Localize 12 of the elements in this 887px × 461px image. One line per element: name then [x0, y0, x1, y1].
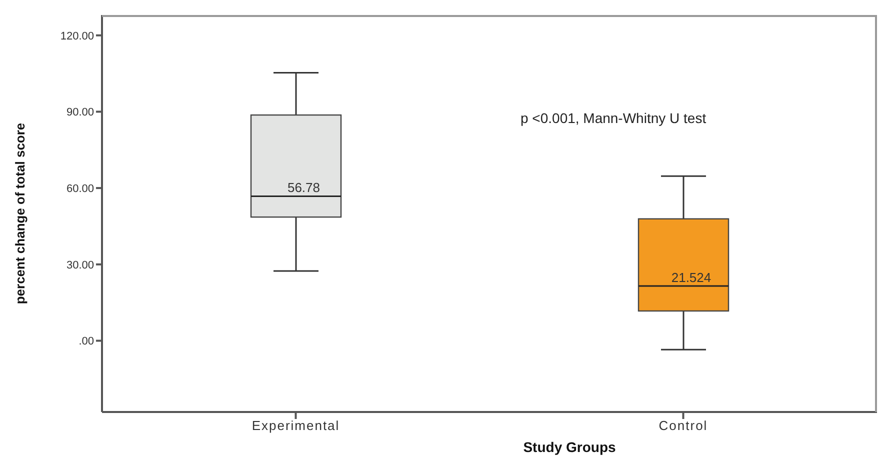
y-tick-label: 60.00: [66, 182, 94, 195]
x-tick-label: Experimental: [252, 418, 340, 434]
annotation: p <0.001, Mann-Whitny U test: [520, 110, 706, 126]
y-tick-label: .00: [78, 336, 94, 348]
y-tick-label: 90.00: [66, 106, 94, 119]
y-tick-label: 120.00: [60, 30, 94, 42]
x-axis-title: Study Groups: [522, 438, 617, 456]
y-tick-label: 30.00: [66, 259, 94, 272]
x-tick-label: Control: [658, 418, 708, 434]
annotation: 21.524: [671, 270, 712, 285]
y-axis-title: percent change of total score: [12, 122, 28, 304]
annotation: 56.78: [287, 180, 320, 196]
